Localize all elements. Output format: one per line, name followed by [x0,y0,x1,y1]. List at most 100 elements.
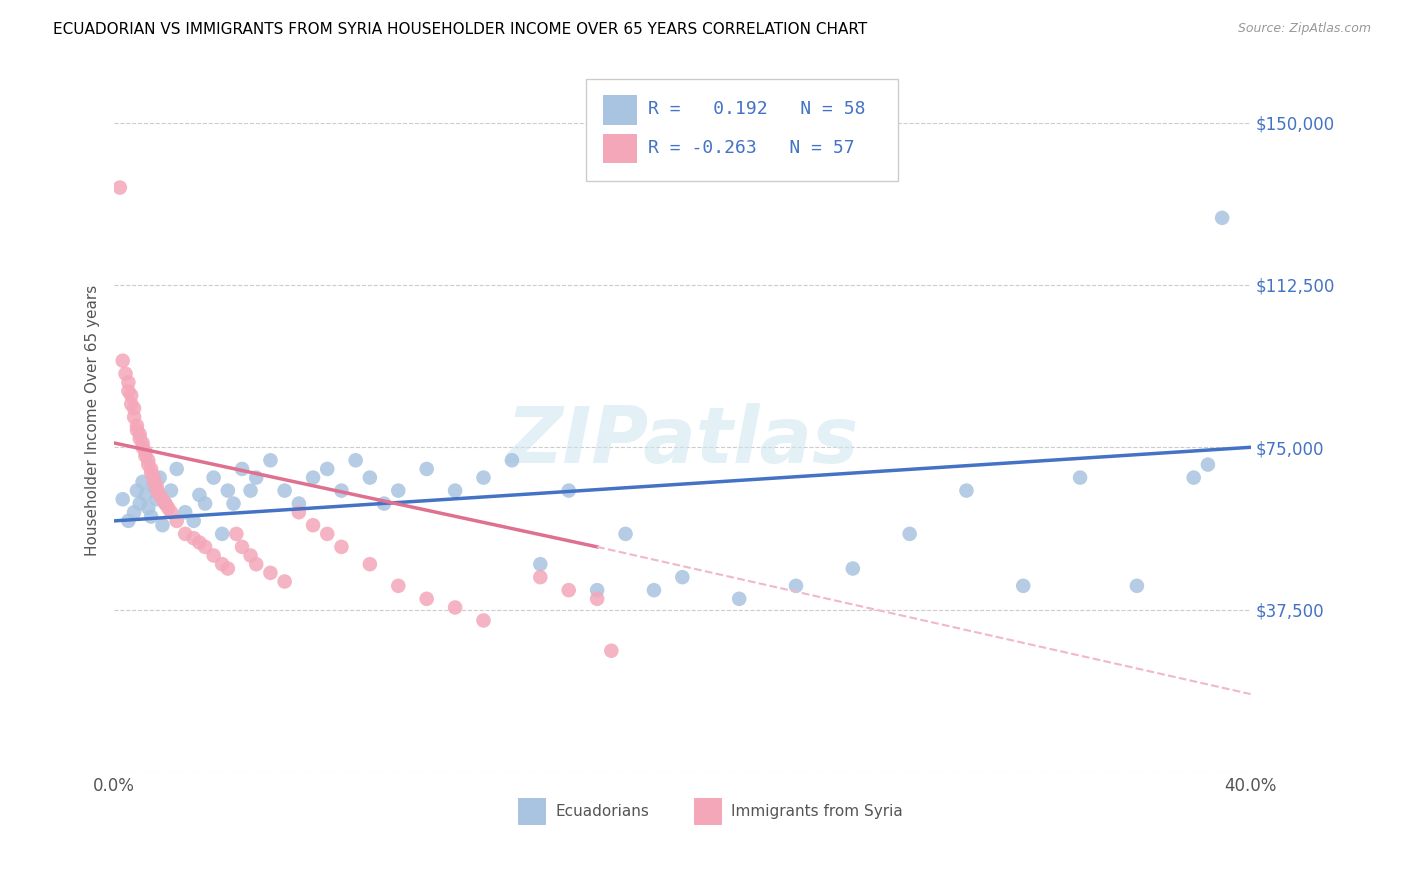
Text: R =   0.192   N = 58: R = 0.192 N = 58 [648,100,866,119]
Point [211,557,233,571]
Bar [693,798,723,825]
Text: Source: ZipAtlas.com: Source: ZipAtlas.com [1237,22,1371,36]
Point [146,483,169,498]
Point [557,483,579,498]
Point [152,492,174,507]
Point [128,427,150,442]
Point [136,500,159,515]
Point [1012,579,1035,593]
Point [239,483,262,498]
Point [373,497,395,511]
Point [131,436,153,450]
Point [143,470,166,484]
Point [139,509,162,524]
Point [139,467,162,481]
Point [387,483,409,498]
Point [174,527,197,541]
Point [302,470,325,484]
Point [245,557,267,571]
Text: ZIPatlas: ZIPatlas [506,403,859,479]
Point [111,353,134,368]
Point [202,470,225,484]
Point [128,497,150,511]
Point [120,388,142,402]
Point [415,591,437,606]
Point [273,574,295,589]
Point [160,505,183,519]
Point [288,497,311,511]
Point [586,591,609,606]
Point [134,449,156,463]
Point [136,458,159,472]
Point [139,462,162,476]
Point [472,470,495,484]
Point [529,557,551,571]
Point [183,514,205,528]
Point [239,549,262,563]
Point [128,432,150,446]
Text: Immigrants from Syria: Immigrants from Syria [731,804,903,819]
Point [955,483,977,498]
Point [898,527,921,541]
Point [152,518,174,533]
Point [155,497,177,511]
Point [614,527,637,541]
Point [785,579,807,593]
Point [1197,458,1219,472]
Point [273,483,295,498]
Point [231,462,253,476]
Point [1182,470,1205,484]
Point [330,540,353,554]
Point [134,488,156,502]
Point [188,535,211,549]
Point [225,527,247,541]
Point [330,483,353,498]
Point [259,453,281,467]
Point [222,497,245,511]
Point [245,470,267,484]
Point [217,483,239,498]
Text: ECUADORIAN VS IMMIGRANTS FROM SYRIA HOUSEHOLDER INCOME OVER 65 YEARS CORRELATION: ECUADORIAN VS IMMIGRANTS FROM SYRIA HOUS… [53,22,868,37]
Point [1069,470,1091,484]
Point [166,462,188,476]
Point [444,483,467,498]
Point [194,497,217,511]
Point [387,579,409,593]
Point [131,475,153,489]
Point [166,514,188,528]
Point [122,505,145,519]
Point [728,591,751,606]
Point [160,483,183,498]
Point [202,549,225,563]
Point [231,540,253,554]
Y-axis label: Householder Income Over 65 years: Householder Income Over 65 years [86,285,100,556]
Point [302,518,325,533]
Point [586,583,609,598]
Point [211,527,233,541]
Point [174,505,197,519]
Point [643,583,665,598]
Point [134,444,156,458]
Point [1126,579,1149,593]
Point [117,376,139,390]
Point [557,583,579,598]
Point [415,462,437,476]
Point [117,384,139,398]
Point [529,570,551,584]
Point [359,470,381,484]
Point [136,453,159,467]
Point [108,180,131,194]
Point [359,557,381,571]
Point [842,561,865,575]
Point [288,505,311,519]
Point [501,453,523,467]
Point [194,540,217,554]
FancyBboxPatch shape [586,79,898,181]
Point [316,462,339,476]
Point [117,514,139,528]
Point [122,409,145,424]
Point [217,561,239,575]
Point [600,644,623,658]
Point [146,479,169,493]
Point [149,470,172,484]
